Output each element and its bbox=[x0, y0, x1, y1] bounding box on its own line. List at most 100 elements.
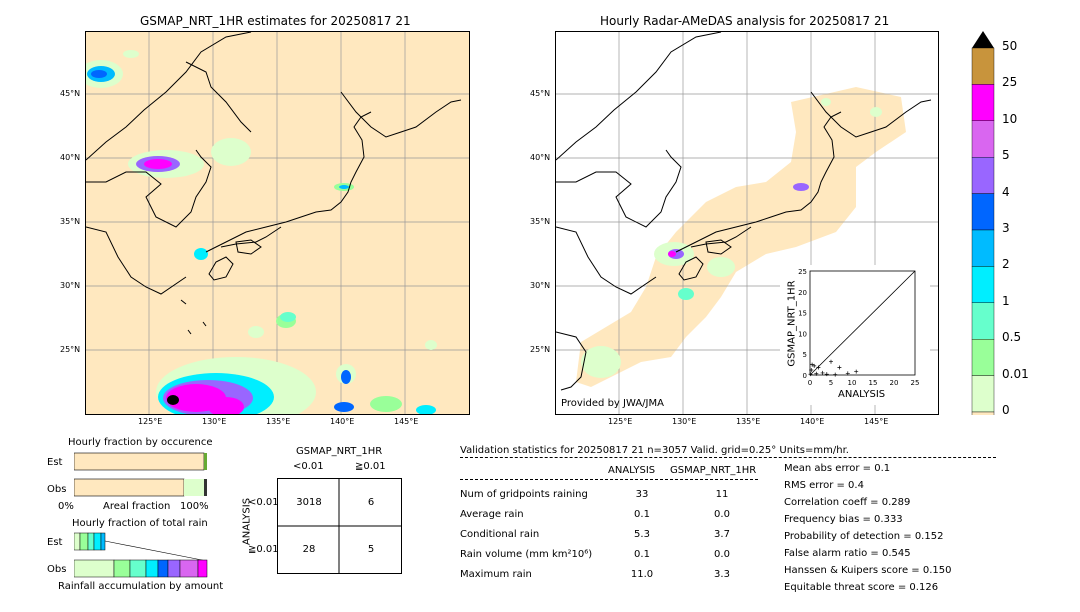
left-lat-label-25: 25°N bbox=[60, 345, 81, 354]
scatter-xtick: 10 bbox=[848, 379, 857, 387]
occurence-obs-label: Obs bbox=[47, 484, 67, 495]
contingency-cell-10: 28 bbox=[302, 544, 316, 555]
contingency-cell-00: 3018 bbox=[296, 497, 322, 508]
scatter-xtick: 15 bbox=[869, 379, 878, 387]
occurence-obs-bar-rain bbox=[204, 479, 207, 496]
scatter-point bbox=[809, 368, 814, 373]
right-lat-label-25: 25°N bbox=[530, 345, 551, 354]
scatter-ytick: 20 bbox=[798, 289, 807, 297]
occurence-axis-left: 0% bbox=[58, 501, 74, 512]
right-lon-label-125: 125°E bbox=[608, 417, 633, 426]
contingency-row-1: <0.01 bbox=[248, 497, 279, 508]
scatter-plot: 00 5 5 10 10 15 15 20 20 25 25 bbox=[798, 268, 920, 387]
scatter-diagonal bbox=[809, 270, 916, 376]
right-map-coastlines bbox=[556, 32, 932, 391]
left-map-rain-areas bbox=[86, 50, 437, 414]
validation-score: Probability of detection = 0.152 bbox=[784, 531, 944, 542]
colorbar-label: 1 bbox=[1002, 293, 1010, 308]
validation-header: Validation statistics for 20250817 21 n=… bbox=[460, 445, 849, 456]
right-lat-label-45: 45°N bbox=[530, 89, 551, 98]
right-lat-label-40: 40°N bbox=[530, 153, 551, 162]
validation-row-label: Average rain bbox=[460, 509, 524, 520]
scatter-point bbox=[810, 362, 815, 367]
validation-row-gsmap: 0.0 bbox=[714, 549, 730, 560]
contingency-row-2: ≧0.01 bbox=[248, 544, 279, 555]
colorbar-segment bbox=[971, 156, 995, 194]
validation-row-gsmap: 3.7 bbox=[714, 529, 730, 540]
occurence-title: Hourly fraction by occurence bbox=[68, 437, 213, 448]
validation-row-label: Maximum rain bbox=[460, 569, 532, 580]
validation-row-label: Num of gridpoints raining bbox=[460, 489, 588, 500]
colorbar-label: 3 bbox=[1002, 221, 1010, 235]
scatter-ylabel: GSMAP_NRT_1HR bbox=[786, 280, 798, 367]
validation-score: Correlation coeff = 0.289 bbox=[784, 497, 911, 508]
contingency-cell-11: 5 bbox=[367, 544, 375, 555]
validation-score: RMS error = 0.4 bbox=[784, 480, 864, 491]
contingency-cell-01: 6 bbox=[367, 497, 375, 508]
validation-row-analysis: 0.1 bbox=[634, 549, 650, 560]
scatter-point bbox=[814, 371, 819, 376]
colorbar-label: 5 bbox=[1002, 148, 1010, 163]
scatter-ytick: 25 bbox=[798, 268, 807, 276]
right-map-drawing bbox=[556, 32, 938, 414]
left-lat-label-40: 40°N bbox=[60, 153, 81, 162]
occurence-axis-right: 100% bbox=[180, 501, 209, 512]
left-lat-label-30: 30°N bbox=[60, 281, 81, 290]
right-lat-label-30: 30°N bbox=[530, 281, 551, 290]
total-rain-obs-label: Obs bbox=[47, 564, 67, 575]
colorbar-segment bbox=[971, 193, 995, 231]
validation-row-label: Rain volume (mm km²10⁶) bbox=[460, 549, 593, 560]
left-map-title: GSMAP_NRT_1HR estimates for 20250817 21 bbox=[140, 14, 411, 28]
left-lon-label-135: 135°E bbox=[266, 417, 291, 426]
colorbar-label: 4 bbox=[1002, 184, 1010, 199]
right-map-coverage bbox=[576, 87, 906, 387]
scatter-point bbox=[837, 365, 842, 370]
colorbar-segment bbox=[971, 47, 995, 85]
validation-score: Hanssen & Kuipers score = 0.150 bbox=[784, 565, 952, 576]
colorbar-label: 0.5 bbox=[1002, 330, 1022, 345]
contingency-col-2: ≧0.01 bbox=[355, 461, 386, 472]
occurence-obs-bar-light bbox=[184, 479, 204, 496]
validation-row-gsmap: 0.0 bbox=[714, 509, 730, 520]
colorbar-label: 0 bbox=[1002, 403, 1010, 417]
colorbar-extend-triangle bbox=[972, 31, 994, 48]
left-lon-label-140: 140°E bbox=[330, 417, 355, 426]
validation-row-analysis: 0.1 bbox=[634, 509, 650, 520]
right-lat-label-35: 35°N bbox=[530, 217, 551, 226]
validation-divider bbox=[460, 457, 996, 458]
scatter-point bbox=[845, 371, 850, 376]
colorbar-label: 50 bbox=[1002, 39, 1018, 53]
left-lat-label-35: 35°N bbox=[60, 217, 81, 226]
colorbar-segment bbox=[971, 266, 995, 303]
scatter-ytick: 10 bbox=[798, 330, 807, 338]
right-map-title: Hourly Radar-AMeDAS analysis for 2025081… bbox=[600, 14, 890, 28]
occurence-est-bar-rain bbox=[204, 453, 207, 470]
left-lon-label-145: 145°E bbox=[394, 417, 419, 426]
colorbar-label: 10 bbox=[1002, 111, 1018, 126]
occurence-bars-drawing bbox=[73, 452, 207, 497]
contingency-col-1: <0.01 bbox=[293, 461, 324, 472]
colorbar-segment bbox=[971, 120, 995, 158]
scatter-xtick: 25 bbox=[911, 379, 920, 387]
contingency-header: GSMAP_NRT_1HR bbox=[296, 446, 383, 457]
validation-score: Frequency bias = 0.333 bbox=[784, 514, 903, 525]
colorbar-drawing bbox=[971, 31, 995, 449]
scatter-point bbox=[829, 359, 833, 364]
colorbar-label: 2 bbox=[1002, 257, 1010, 272]
validation-row-gsmap: 11 bbox=[715, 489, 729, 500]
scatter-xlabel: ANALYSIS bbox=[838, 389, 886, 400]
validation-row-gsmap: 3.3 bbox=[714, 569, 730, 580]
scatter-point bbox=[820, 370, 825, 375]
scatter-point bbox=[824, 372, 829, 377]
validation-table-divider bbox=[460, 479, 758, 480]
right-lon-label-135: 135°E bbox=[736, 417, 761, 426]
validation-score: False alarm ratio = 0.545 bbox=[784, 548, 911, 559]
left-lat-label-45: 45°N bbox=[60, 89, 81, 98]
total-rain-est-label: Est bbox=[47, 537, 63, 548]
left-map-gridlines bbox=[86, 32, 469, 414]
colorbar-segment bbox=[971, 302, 995, 340]
scatter-point bbox=[854, 369, 859, 374]
right-lon-label-145: 145°E bbox=[864, 417, 889, 426]
scatter-point bbox=[833, 372, 838, 377]
occurence-est-label: Est bbox=[47, 457, 63, 468]
